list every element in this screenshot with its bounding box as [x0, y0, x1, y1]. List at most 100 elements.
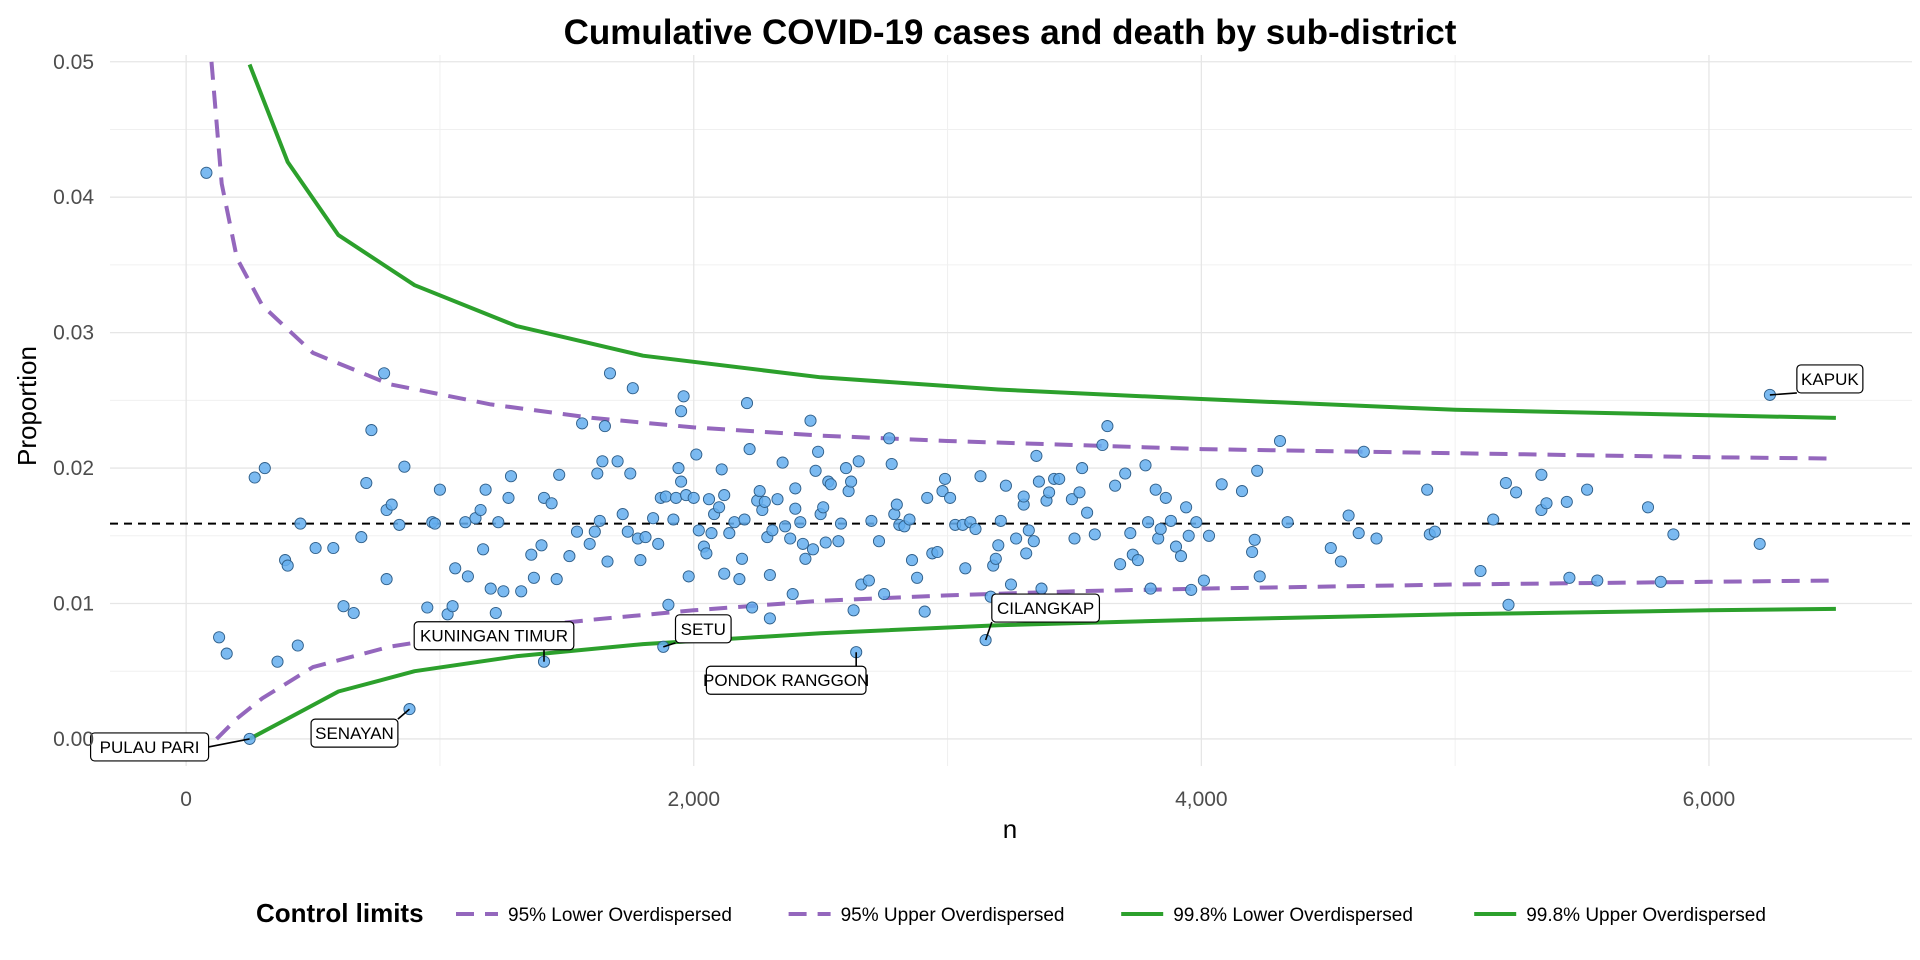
data-point	[596, 455, 609, 468]
data-point	[327, 541, 340, 555]
data-point	[1474, 564, 1487, 578]
data-point	[535, 539, 548, 552]
y-tick-label: 0.01	[53, 592, 94, 615]
annotation-leader	[208, 738, 250, 748]
data-point	[784, 532, 797, 545]
annotation-text: KUNINGAN TIMUR	[420, 627, 568, 646]
data-point	[200, 166, 213, 179]
data-point	[878, 587, 891, 601]
data-point	[1248, 533, 1261, 546]
data-point	[1164, 514, 1177, 527]
data-point	[365, 424, 378, 437]
data-point	[883, 432, 896, 445]
data-point	[1068, 532, 1081, 545]
data-point	[1065, 493, 1078, 506]
data-point	[1235, 485, 1249, 498]
data-point	[504, 470, 518, 483]
data-point	[624, 467, 637, 480]
annotation-text: CILANGKAP	[997, 599, 1094, 618]
data-points	[200, 166, 1776, 745]
data-point	[675, 405, 688, 418]
data-point	[667, 513, 680, 526]
data-point	[309, 541, 322, 555]
data-point	[865, 514, 878, 527]
data-point	[1096, 438, 1109, 452]
data-point	[911, 571, 924, 584]
data-point	[1253, 570, 1266, 583]
data-point	[639, 531, 652, 544]
data-point	[1088, 528, 1101, 541]
data-point	[1043, 486, 1056, 499]
annotation-text: SETU	[681, 620, 726, 639]
legend-label: 95% Lower Overdispersed	[508, 905, 732, 926]
data-point	[474, 503, 487, 517]
data-point	[1273, 434, 1287, 448]
data-point	[1641, 501, 1655, 514]
data-point	[1131, 554, 1144, 567]
data-point	[852, 455, 865, 468]
data-point	[1124, 527, 1137, 540]
annotation-box	[310, 718, 399, 748]
data-point	[746, 601, 759, 614]
data-point	[1334, 555, 1347, 568]
data-point	[281, 559, 294, 572]
data-point	[885, 457, 898, 471]
y-axis-title: Proportion	[12, 346, 42, 466]
data-point	[1017, 490, 1030, 503]
data-point	[766, 524, 779, 537]
annotation-leader	[663, 642, 676, 648]
data-point	[593, 514, 606, 527]
data-point	[484, 582, 497, 595]
data-point	[347, 606, 360, 620]
data-point	[433, 483, 446, 496]
data-point	[690, 448, 703, 461]
data-point	[545, 497, 558, 510]
data-point	[459, 516, 472, 529]
data-point	[588, 525, 601, 538]
annotation-text: PULAU PARI	[100, 738, 200, 757]
data-point	[723, 527, 736, 540]
data-point	[1499, 476, 1512, 490]
annotation-box	[89, 732, 210, 762]
data-point	[525, 548, 538, 561]
data-point	[1251, 464, 1264, 477]
annotation-text: KAPUK	[1801, 370, 1859, 389]
data-point	[1114, 558, 1127, 571]
annotation-text: SENAYAN	[315, 724, 394, 743]
data-point	[675, 475, 688, 488]
data-point	[527, 571, 540, 584]
data-point	[248, 471, 261, 484]
data-point	[360, 476, 373, 490]
data-point	[659, 490, 672, 503]
data-point	[258, 462, 271, 475]
data-point	[497, 585, 510, 598]
data-point	[715, 463, 728, 476]
data-point	[1428, 525, 1441, 538]
data-point	[1197, 574, 1210, 587]
data-point	[601, 555, 614, 568]
data-point	[669, 491, 683, 504]
point-annotations: PULAU PARI SENAYAN KUNINGAN TIMUR SETU PONDO…	[89, 364, 1864, 762]
data-point	[393, 518, 406, 531]
data-point	[1004, 578, 1018, 591]
data-point	[398, 460, 411, 473]
x-tick-label: 0	[180, 788, 192, 811]
data-point	[1352, 527, 1365, 540]
data-point	[1370, 532, 1383, 545]
data-point	[598, 420, 611, 433]
annotation-box	[413, 621, 575, 651]
y-tick-label: 0.05	[53, 51, 94, 74]
annotation-label: SETU	[663, 614, 732, 648]
data-point	[1030, 449, 1043, 462]
data-point	[1487, 513, 1500, 526]
data-point	[1035, 582, 1048, 595]
data-point	[705, 527, 718, 540]
data-point	[489, 606, 502, 620]
data-point	[779, 520, 792, 533]
data-point	[979, 634, 992, 647]
data-point	[1563, 571, 1576, 584]
data-point	[799, 552, 812, 565]
data-point	[243, 732, 256, 745]
data-point	[944, 491, 957, 504]
legend-label: 95% Upper Overdispersed	[841, 905, 1065, 926]
